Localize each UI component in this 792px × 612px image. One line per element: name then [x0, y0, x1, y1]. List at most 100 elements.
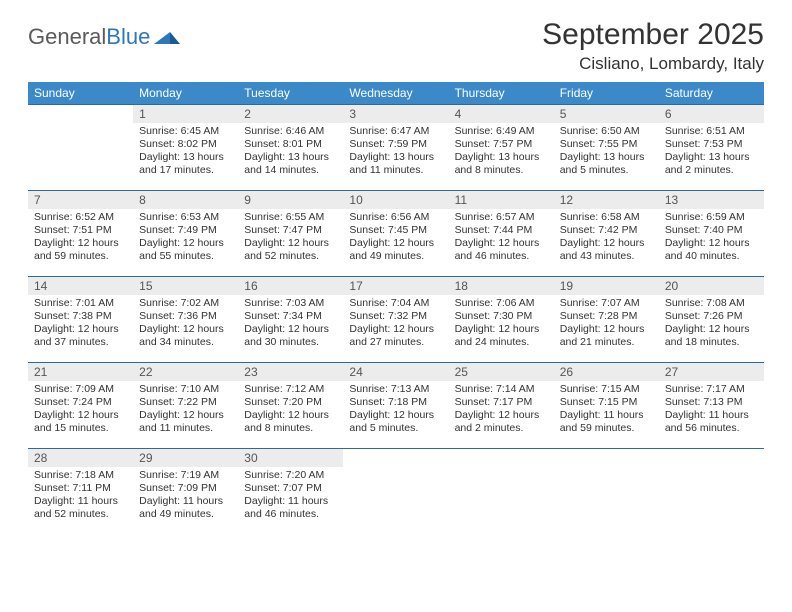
calendar-cell: 5Sunrise: 6:50 AMSunset: 7:55 PMDaylight… [554, 105, 659, 191]
day-number: 16 [238, 277, 343, 295]
day-body: Sunrise: 7:10 AMSunset: 7:22 PMDaylight:… [133, 381, 238, 440]
sunrise-text: Sunrise: 7:14 AM [455, 383, 548, 396]
daylight-text: Daylight: 12 hours and 5 minutes. [349, 409, 442, 435]
daylight-text: Daylight: 12 hours and 40 minutes. [665, 237, 758, 263]
calendar-cell [343, 449, 448, 535]
daylight-text: Daylight: 11 hours and 59 minutes. [560, 409, 653, 435]
sunrise-text: Sunrise: 6:52 AM [34, 211, 127, 224]
sunrise-text: Sunrise: 6:56 AM [349, 211, 442, 224]
calendar-cell: 6Sunrise: 6:51 AMSunset: 7:53 PMDaylight… [659, 105, 764, 191]
day-body: Sunrise: 6:58 AMSunset: 7:42 PMDaylight:… [554, 209, 659, 268]
calendar-cell [659, 449, 764, 535]
sunrise-text: Sunrise: 7:19 AM [139, 469, 232, 482]
daylight-text: Daylight: 12 hours and 21 minutes. [560, 323, 653, 349]
daylight-text: Daylight: 12 hours and 59 minutes. [34, 237, 127, 263]
calendar-cell [28, 105, 133, 191]
calendar-cell: 15Sunrise: 7:02 AMSunset: 7:36 PMDayligh… [133, 277, 238, 363]
day-number: 8 [133, 191, 238, 209]
sunrise-text: Sunrise: 7:01 AM [34, 297, 127, 310]
sunset-text: Sunset: 7:28 PM [560, 310, 653, 323]
calendar-cell: 9Sunrise: 6:55 AMSunset: 7:47 PMDaylight… [238, 191, 343, 277]
day-body: Sunrise: 6:46 AMSunset: 8:01 PMDaylight:… [238, 123, 343, 182]
sunrise-text: Sunrise: 7:08 AM [665, 297, 758, 310]
daylight-text: Daylight: 13 hours and 11 minutes. [349, 151, 442, 177]
sunset-text: Sunset: 7:30 PM [455, 310, 548, 323]
day-number: 7 [28, 191, 133, 209]
weekday-header: Wednesday [343, 82, 448, 105]
calendar-cell: 2Sunrise: 6:46 AMSunset: 8:01 PMDaylight… [238, 105, 343, 191]
sunrise-text: Sunrise: 7:20 AM [244, 469, 337, 482]
daylight-text: Daylight: 11 hours and 52 minutes. [34, 495, 127, 521]
sunrise-text: Sunrise: 6:45 AM [139, 125, 232, 138]
sunset-text: Sunset: 7:44 PM [455, 224, 548, 237]
day-body: Sunrise: 7:18 AMSunset: 7:11 PMDaylight:… [28, 467, 133, 526]
sunset-text: Sunset: 7:34 PM [244, 310, 337, 323]
day-number: 27 [659, 363, 764, 381]
calendar-table: SundayMondayTuesdayWednesdayThursdayFrid… [28, 82, 764, 535]
logo-text-blue: Blue [106, 24, 150, 50]
day-body: Sunrise: 6:52 AMSunset: 7:51 PMDaylight:… [28, 209, 133, 268]
calendar-cell: 1Sunrise: 6:45 AMSunset: 8:02 PMDaylight… [133, 105, 238, 191]
daylight-text: Daylight: 12 hours and 18 minutes. [665, 323, 758, 349]
sunset-text: Sunset: 8:02 PM [139, 138, 232, 151]
daylight-text: Daylight: 12 hours and 30 minutes. [244, 323, 337, 349]
day-body: Sunrise: 7:12 AMSunset: 7:20 PMDaylight:… [238, 381, 343, 440]
logo-mark-icon [154, 24, 180, 50]
daylight-text: Daylight: 12 hours and 34 minutes. [139, 323, 232, 349]
weekday-header: Friday [554, 82, 659, 105]
daylight-text: Daylight: 12 hours and 15 minutes. [34, 409, 127, 435]
calendar-cell [554, 449, 659, 535]
sunrise-text: Sunrise: 6:55 AM [244, 211, 337, 224]
sunrise-text: Sunrise: 7:03 AM [244, 297, 337, 310]
sunset-text: Sunset: 7:40 PM [665, 224, 758, 237]
calendar-cell: 13Sunrise: 6:59 AMSunset: 7:40 PMDayligh… [659, 191, 764, 277]
sunset-text: Sunset: 7:09 PM [139, 482, 232, 495]
day-body: Sunrise: 7:02 AMSunset: 7:36 PMDaylight:… [133, 295, 238, 354]
sunrise-text: Sunrise: 6:57 AM [455, 211, 548, 224]
calendar-cell: 29 Sunrise: 7:19 AMSunset: 7:09 PMDayligh… [133, 449, 238, 535]
day-body: Sunrise: 7:08 AMSunset: 7:26 PMDaylight:… [659, 295, 764, 354]
daylight-text: Daylight: 13 hours and 14 minutes. [244, 151, 337, 177]
day-number: 21 [28, 363, 133, 381]
day-body: Sunrise: 7:17 AMSunset: 7:13 PMDaylight:… [659, 381, 764, 440]
sunset-text: Sunset: 7:38 PM [34, 310, 127, 323]
sunset-text: Sunset: 7:32 PM [349, 310, 442, 323]
daylight-text: Daylight: 12 hours and 8 minutes. [244, 409, 337, 435]
calendar-cell [449, 449, 554, 535]
day-body: Sunrise: 7:01 AMSunset: 7:38 PMDaylight:… [28, 295, 133, 354]
day-number: 23 [238, 363, 343, 381]
sunset-text: Sunset: 7:07 PM [244, 482, 337, 495]
daylight-text: Daylight: 11 hours and 56 minutes. [665, 409, 758, 435]
calendar-cell: 21Sunrise: 7:09 AMSunset: 7:24 PMDayligh… [28, 363, 133, 449]
day-number: 12 [554, 191, 659, 209]
sunset-text: Sunset: 7:49 PM [139, 224, 232, 237]
sunset-text: Sunset: 7:59 PM [349, 138, 442, 151]
day-body: Sunrise: 6:45 AMSunset: 8:02 PMDaylight:… [133, 123, 238, 182]
daylight-text: Daylight: 12 hours and 43 minutes. [560, 237, 653, 263]
daylight-text: Daylight: 12 hours and 24 minutes. [455, 323, 548, 349]
day-number: 9 [238, 191, 343, 209]
calendar-cell: 17Sunrise: 7:04 AMSunset: 7:32 PMDayligh… [343, 277, 448, 363]
day-number: 1 [133, 105, 238, 123]
calendar-cell: 7Sunrise: 6:52 AMSunset: 7:51 PMDaylight… [28, 191, 133, 277]
day-number: 14 [28, 277, 133, 295]
daylight-text: Daylight: 11 hours and 49 minutes. [139, 495, 232, 521]
weekday-header: Monday [133, 82, 238, 105]
day-number: 30 [238, 449, 343, 467]
sunset-text: Sunset: 7:42 PM [560, 224, 653, 237]
calendar-cell: 3Sunrise: 6:47 AMSunset: 7:59 PMDaylight… [343, 105, 448, 191]
day-number: 26 [554, 363, 659, 381]
calendar-cell: 22Sunrise: 7:10 AMSunset: 7:22 PMDayligh… [133, 363, 238, 449]
daylight-text: Daylight: 12 hours and 11 minutes. [139, 409, 232, 435]
sunset-text: Sunset: 7:55 PM [560, 138, 653, 151]
title-location: Cisliano, Lombardy, Italy [542, 54, 764, 74]
calendar-cell: 16 Sunrise: 7:03 AMSunset: 7:34 PMDayligh… [238, 277, 343, 363]
sunrise-text: Sunrise: 7:18 AM [34, 469, 127, 482]
sunrise-text: Sunrise: 7:06 AM [455, 297, 548, 310]
day-body: Sunrise: 6:53 AMSunset: 7:49 PMDaylight:… [133, 209, 238, 268]
day-number: 29 [133, 449, 238, 467]
calendar-cell: 14Sunrise: 7:01 AMSunset: 7:38 PMDayligh… [28, 277, 133, 363]
sunset-text: Sunset: 7:47 PM [244, 224, 337, 237]
sunset-text: Sunset: 7:18 PM [349, 396, 442, 409]
sunrise-text: Sunrise: 7:10 AM [139, 383, 232, 396]
